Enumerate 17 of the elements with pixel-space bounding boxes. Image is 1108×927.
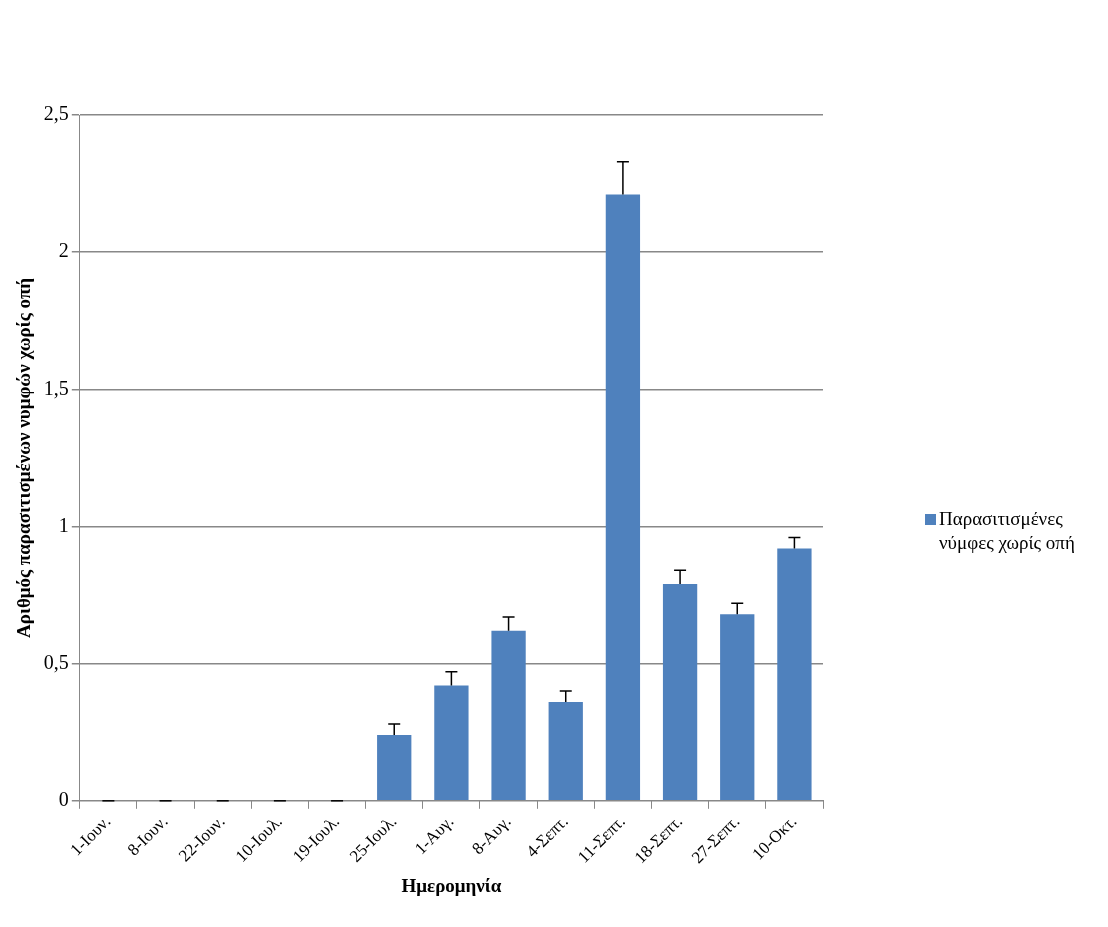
legend-label: Παρασιτισμένες νύμφες χωρίς οπή bbox=[939, 507, 1076, 555]
bar bbox=[377, 734, 412, 801]
x-axis-title: Ημερομηνία bbox=[401, 874, 502, 896]
y-axis-title: Αριθμός παρασιτισμένων νυμφών χωρίς οπή bbox=[13, 277, 35, 638]
y-tick-label: 0 bbox=[58, 788, 69, 811]
bar bbox=[662, 584, 698, 801]
bar bbox=[720, 614, 755, 801]
bar bbox=[491, 630, 526, 801]
y-tick-label: 0,5 bbox=[43, 650, 69, 673]
y-tick-label: 2 bbox=[58, 239, 69, 262]
bar bbox=[548, 702, 583, 801]
y-tick-label: 2,5 bbox=[43, 102, 69, 125]
bar bbox=[777, 548, 812, 801]
bar bbox=[605, 194, 641, 801]
bar bbox=[434, 685, 469, 801]
y-tick-label: 1,5 bbox=[43, 376, 69, 399]
y-tick-label: 1 bbox=[58, 513, 69, 536]
